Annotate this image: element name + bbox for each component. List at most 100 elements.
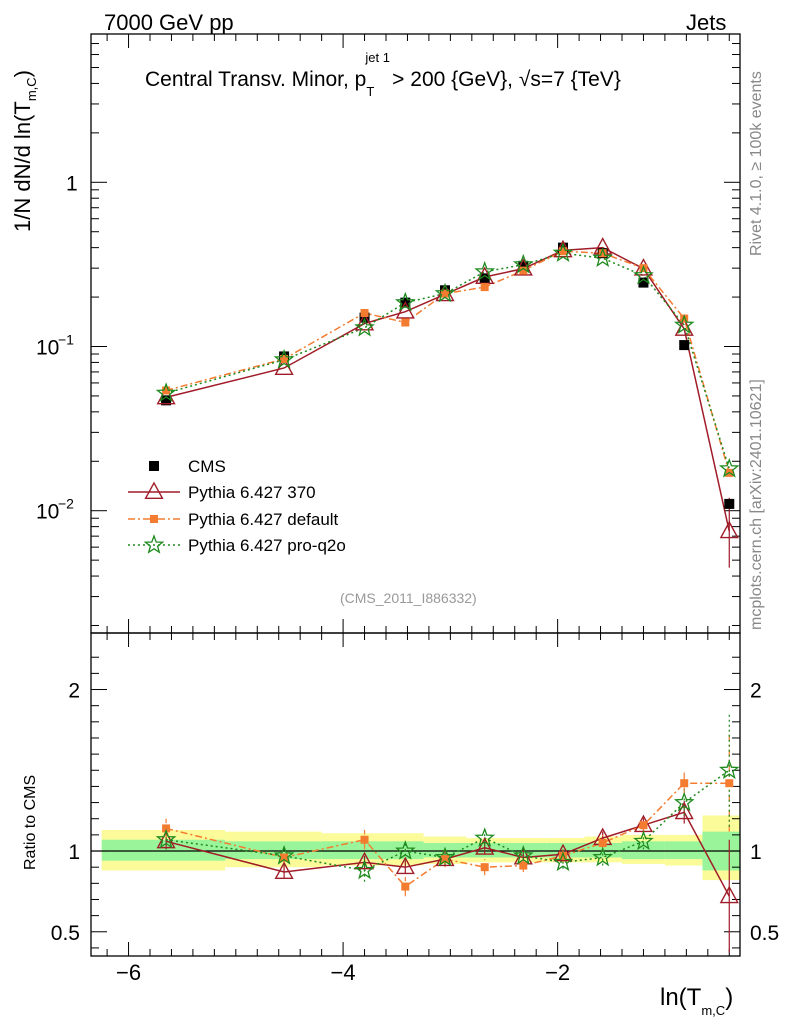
point-0-10 (679, 340, 690, 351)
legend-label-cms: CMS (188, 457, 226, 476)
title-main: Central Transv. Minor, p (145, 68, 367, 91)
ratio-point-2-9 (639, 821, 648, 830)
legend-label-pythia-370: Pythia 6.427 370 (188, 483, 316, 502)
point-3-2 (354, 316, 375, 337)
ratio-point-2-10 (680, 779, 689, 788)
band-green (321, 841, 386, 860)
point-1-2 (354, 312, 375, 331)
ratio-point-3-3 (394, 840, 416, 860)
ratio-point-3-8 (592, 846, 614, 867)
point-0-0 (161, 395, 172, 406)
legend-marker-1 (144, 481, 164, 499)
series-markers (155, 237, 740, 904)
ratio-point-1-5 (475, 837, 495, 855)
ratio-point-3-0 (155, 828, 177, 849)
ratio-line-3 (165, 769, 730, 872)
x-title-main: ln(T (660, 984, 702, 1011)
ratio-y-tick-label: 0.5 (51, 922, 80, 945)
y-axis-title: 1/N dN/d ln(Tm,C) (10, 70, 39, 232)
point-2-5 (480, 283, 489, 292)
rivet-label: Rivet 4.1.0, ≥ 100k events (748, 71, 765, 256)
point-2-1 (280, 354, 289, 363)
axis-ticks (91, 33, 740, 956)
y-tick-label: 10 (36, 501, 59, 524)
point-1-4 (435, 283, 455, 302)
point-1-11 (719, 520, 739, 539)
main-line-2 (165, 250, 730, 474)
ratio-point-1-11 (719, 885, 739, 904)
ratio-axis-title: Ratio to CMS (22, 774, 39, 870)
ratio-point-3-7 (552, 851, 574, 872)
ratio-point-1-10 (674, 801, 694, 820)
point-2-6 (519, 266, 528, 275)
watermark: (CMS_2011_I886332) (340, 590, 477, 606)
header-right: Jets (686, 10, 727, 35)
ratio-y-tick-label-right: 0.5 (750, 922, 779, 945)
ratio-y-tick-label-right: 1 (750, 841, 762, 864)
point-2-8 (598, 249, 607, 258)
x-title-sub: m,C (701, 1003, 726, 1018)
ratio-point-3-6 (512, 845, 534, 865)
y-tick-label-exp: −2 (58, 496, 74, 512)
ratio-point-3-5 (474, 827, 496, 847)
band-green (225, 841, 322, 860)
point-0-6 (518, 260, 529, 271)
x-tick-label: −6 (116, 960, 141, 985)
mcplots-label: mcplots.cern.ch [arXiv:2401.10621] (748, 379, 765, 630)
ratio-point-2-8 (598, 838, 607, 847)
band-green (664, 841, 703, 860)
y-title-main: 1/N dN/d ln(T (10, 101, 35, 232)
x-tick-label: −2 (545, 960, 570, 985)
ratio-point-3-9 (633, 830, 654, 851)
main-line-1 (165, 246, 731, 532)
ratio-point-2-7 (559, 851, 567, 860)
legend-marker-2 (150, 515, 158, 523)
x-tick-label: −4 (331, 960, 356, 985)
y-tick-label-exp: −1 (58, 332, 74, 348)
ratio-point-2-2 (360, 835, 369, 844)
series-lines (165, 246, 731, 953)
point-3-4 (434, 282, 456, 303)
y-tick-label: 10 (36, 337, 59, 360)
point-1-3 (395, 301, 415, 319)
ratio-point-1-1 (274, 861, 294, 880)
point-2-3 (401, 318, 410, 327)
band-green (101, 839, 226, 861)
point-2-4 (441, 289, 449, 298)
ratio-point-2-0 (162, 824, 171, 833)
legend-label-pythia-default: Pythia 6.427 default (188, 510, 339, 529)
y-tick-label: 1 (66, 172, 78, 195)
title-rest: > 200 {GeV}, √s=7 {TeV} (386, 68, 621, 91)
point-1-9 (633, 258, 654, 276)
point-3-6 (512, 253, 534, 274)
ratio-point-2-6 (519, 861, 528, 870)
legend-label-pythia-pro-q2o: Pythia 6.427 pro-q2o (188, 536, 346, 555)
point-3-8 (592, 247, 614, 268)
band-green (504, 842, 547, 858)
ratio-point-3-11 (718, 759, 740, 780)
point-3-0 (155, 382, 177, 402)
point-0-9 (638, 277, 649, 288)
point-3-10 (673, 314, 695, 334)
ratio-point-1-3 (395, 856, 415, 875)
ratio-point-2-1 (280, 853, 289, 862)
ratio-point-2-4 (441, 855, 449, 864)
title-sub: T (366, 84, 375, 99)
ratio-point-2-3 (401, 882, 410, 891)
tick-labels: −6 −4 −210−210−110.5 0.51 12 2 (36, 172, 779, 985)
point-0-5 (479, 273, 490, 284)
point-0-11 (724, 498, 735, 509)
ratio-y-tick-label: 2 (68, 680, 80, 703)
point-2-0 (162, 386, 171, 395)
point-2-7 (559, 247, 567, 256)
point-2-10 (680, 314, 689, 323)
point-3-9 (633, 264, 654, 285)
legend-marker-3 (143, 534, 165, 554)
legend-markers (128, 461, 180, 554)
x-title-close: ) (725, 984, 734, 1011)
ratio-line-2 (165, 782, 730, 888)
ratio-point-1-2 (354, 851, 375, 870)
ratio-point-3-1 (273, 845, 295, 865)
chart-title: Central Transv. Minor, p jet 1 T > 200 {Ge… (145, 50, 621, 99)
legend-marker-0 (149, 461, 159, 471)
